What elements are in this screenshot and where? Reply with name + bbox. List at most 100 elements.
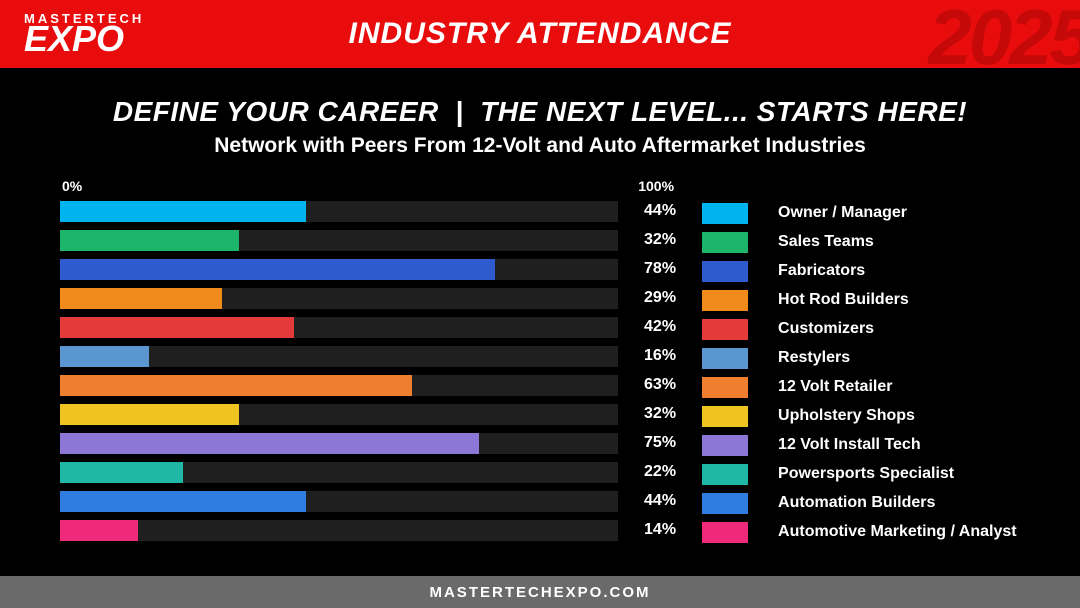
bar-row: 42% bbox=[60, 314, 676, 340]
legend-label: Restylers bbox=[748, 349, 850, 367]
legend-row: Automotive Marketing / Analyst bbox=[702, 519, 1020, 545]
bar-value-label: 16% bbox=[618, 347, 676, 365]
main-content: DEFINE YOUR CAREER | THE NEXT LEVEL... S… bbox=[0, 68, 1080, 576]
bar-fill bbox=[60, 259, 495, 280]
bar-value-label: 32% bbox=[618, 405, 676, 423]
logo: MASTERTECH EXPO bbox=[24, 13, 144, 55]
bar-track bbox=[60, 375, 618, 396]
chart-axis: 0% 100% bbox=[60, 178, 676, 194]
legend: Owner / Manager Sales Teams Fabricators Hot… bbox=[702, 178, 1020, 545]
bar-fill bbox=[60, 317, 294, 338]
legend-swatch bbox=[702, 464, 748, 485]
legend-swatch bbox=[702, 406, 748, 427]
legend-row: Hot Rod Builders bbox=[702, 287, 1020, 313]
legend-row: Fabricators bbox=[702, 258, 1020, 284]
legend-swatch bbox=[702, 261, 748, 282]
bar-fill bbox=[60, 491, 306, 512]
bar-track bbox=[60, 462, 618, 483]
legend-swatch bbox=[702, 522, 748, 543]
bar-row: 44% bbox=[60, 488, 676, 514]
legend-swatch bbox=[702, 203, 748, 224]
legend-swatch bbox=[702, 290, 748, 311]
legend-swatch bbox=[702, 377, 748, 398]
bar-value-label: 22% bbox=[618, 463, 676, 481]
legend-label: Owner / Manager bbox=[748, 204, 907, 222]
headline-right: THE NEXT LEVEL... STARTS HERE! bbox=[480, 96, 967, 127]
legend-label: Automation Builders bbox=[748, 494, 935, 512]
legend-swatch bbox=[702, 232, 748, 253]
legend-label: Upholstery Shops bbox=[748, 407, 915, 425]
bar-value-label: 44% bbox=[618, 492, 676, 510]
legend-row: 12 Volt Install Tech bbox=[702, 432, 1020, 458]
bar-value-label: 78% bbox=[618, 260, 676, 278]
headline-sep: | bbox=[455, 96, 463, 127]
bar-track bbox=[60, 288, 618, 309]
bar-row: 63% bbox=[60, 372, 676, 398]
bar-track bbox=[60, 491, 618, 512]
legend-swatch bbox=[702, 435, 748, 456]
bar-row: 75% bbox=[60, 430, 676, 456]
legend-label: 12 Volt Retailer bbox=[748, 378, 892, 396]
headline: DEFINE YOUR CAREER | THE NEXT LEVEL... S… bbox=[60, 96, 1020, 128]
bar-row: 16% bbox=[60, 343, 676, 369]
bar-fill bbox=[60, 433, 479, 454]
axis-max: 100% bbox=[638, 178, 674, 194]
legend-label: 12 Volt Install Tech bbox=[748, 436, 921, 454]
bar-row: 14% bbox=[60, 517, 676, 543]
footer-url: MASTERTECHEXPO.COM bbox=[429, 584, 650, 601]
bar-row: 22% bbox=[60, 459, 676, 485]
headline-left: DEFINE YOUR CAREER bbox=[113, 96, 439, 127]
bar-value-label: 29% bbox=[618, 289, 676, 307]
bar-track bbox=[60, 433, 618, 454]
bar-fill bbox=[60, 520, 138, 541]
axis-min: 0% bbox=[62, 178, 82, 194]
legend-swatch bbox=[702, 493, 748, 514]
chart-area: 0% 100% 44%32%78%29%42%16%63%32%75%22%44… bbox=[60, 178, 1020, 545]
bar-track bbox=[60, 520, 618, 541]
bar-row: 32% bbox=[60, 401, 676, 427]
legend-row: Restylers bbox=[702, 345, 1020, 371]
bar-row: 32% bbox=[60, 227, 676, 253]
bar-fill bbox=[60, 346, 149, 367]
bar-fill bbox=[60, 375, 412, 396]
bar-fill bbox=[60, 288, 222, 309]
legend-row: Automation Builders bbox=[702, 490, 1020, 516]
legend-swatch bbox=[702, 348, 748, 369]
bar-row: 78% bbox=[60, 256, 676, 282]
bar-track bbox=[60, 230, 618, 251]
legend-label: Customizers bbox=[748, 320, 874, 338]
bar-value-label: 42% bbox=[618, 318, 676, 336]
legend-row: 12 Volt Retailer bbox=[702, 374, 1020, 400]
legend-row: Customizers bbox=[702, 316, 1020, 342]
bar-track bbox=[60, 346, 618, 367]
legend-label: Fabricators bbox=[748, 262, 865, 280]
legend-row: Owner / Manager bbox=[702, 200, 1020, 226]
legend-label: Automotive Marketing / Analyst bbox=[748, 523, 1017, 541]
bar-track bbox=[60, 317, 618, 338]
bar-track bbox=[60, 404, 618, 425]
page-title: INDUSTRY ATTENDANCE bbox=[349, 17, 732, 51]
legend-row: Sales Teams bbox=[702, 229, 1020, 255]
logo-line-2: EXPO bbox=[24, 23, 144, 55]
bar-row: 29% bbox=[60, 285, 676, 311]
bar-value-label: 32% bbox=[618, 231, 676, 249]
bar-track bbox=[60, 201, 618, 222]
header: MASTERTECH EXPO INDUSTRY ATTENDANCE 2025 bbox=[0, 0, 1080, 68]
bar-chart: 0% 100% 44%32%78%29%42%16%63%32%75%22%44… bbox=[60, 178, 676, 545]
bar-fill bbox=[60, 462, 183, 483]
bar-value-label: 63% bbox=[618, 376, 676, 394]
bar-value-label: 14% bbox=[618, 521, 676, 539]
bar-value-label: 75% bbox=[618, 434, 676, 452]
bar-fill bbox=[60, 404, 239, 425]
legend-row: Powersports Specialist bbox=[702, 461, 1020, 487]
bar-fill bbox=[60, 230, 239, 251]
bars-container: 44% 32% 78% 29% 42% 16% 63% 32% 75% 22% 44% 14% bbox=[60, 198, 676, 543]
legend-label: Powersports Specialist bbox=[748, 465, 954, 483]
bar-fill bbox=[60, 201, 306, 222]
footer: MASTERTECHEXPO.COM bbox=[0, 576, 1080, 608]
legend-label: Hot Rod Builders bbox=[748, 291, 909, 309]
year-watermark: 2025 bbox=[928, 0, 1080, 83]
subheadline: Network with Peers From 12-Volt and Auto… bbox=[60, 134, 1020, 158]
bar-value-label: 44% bbox=[618, 202, 676, 220]
bar-row: 44% bbox=[60, 198, 676, 224]
